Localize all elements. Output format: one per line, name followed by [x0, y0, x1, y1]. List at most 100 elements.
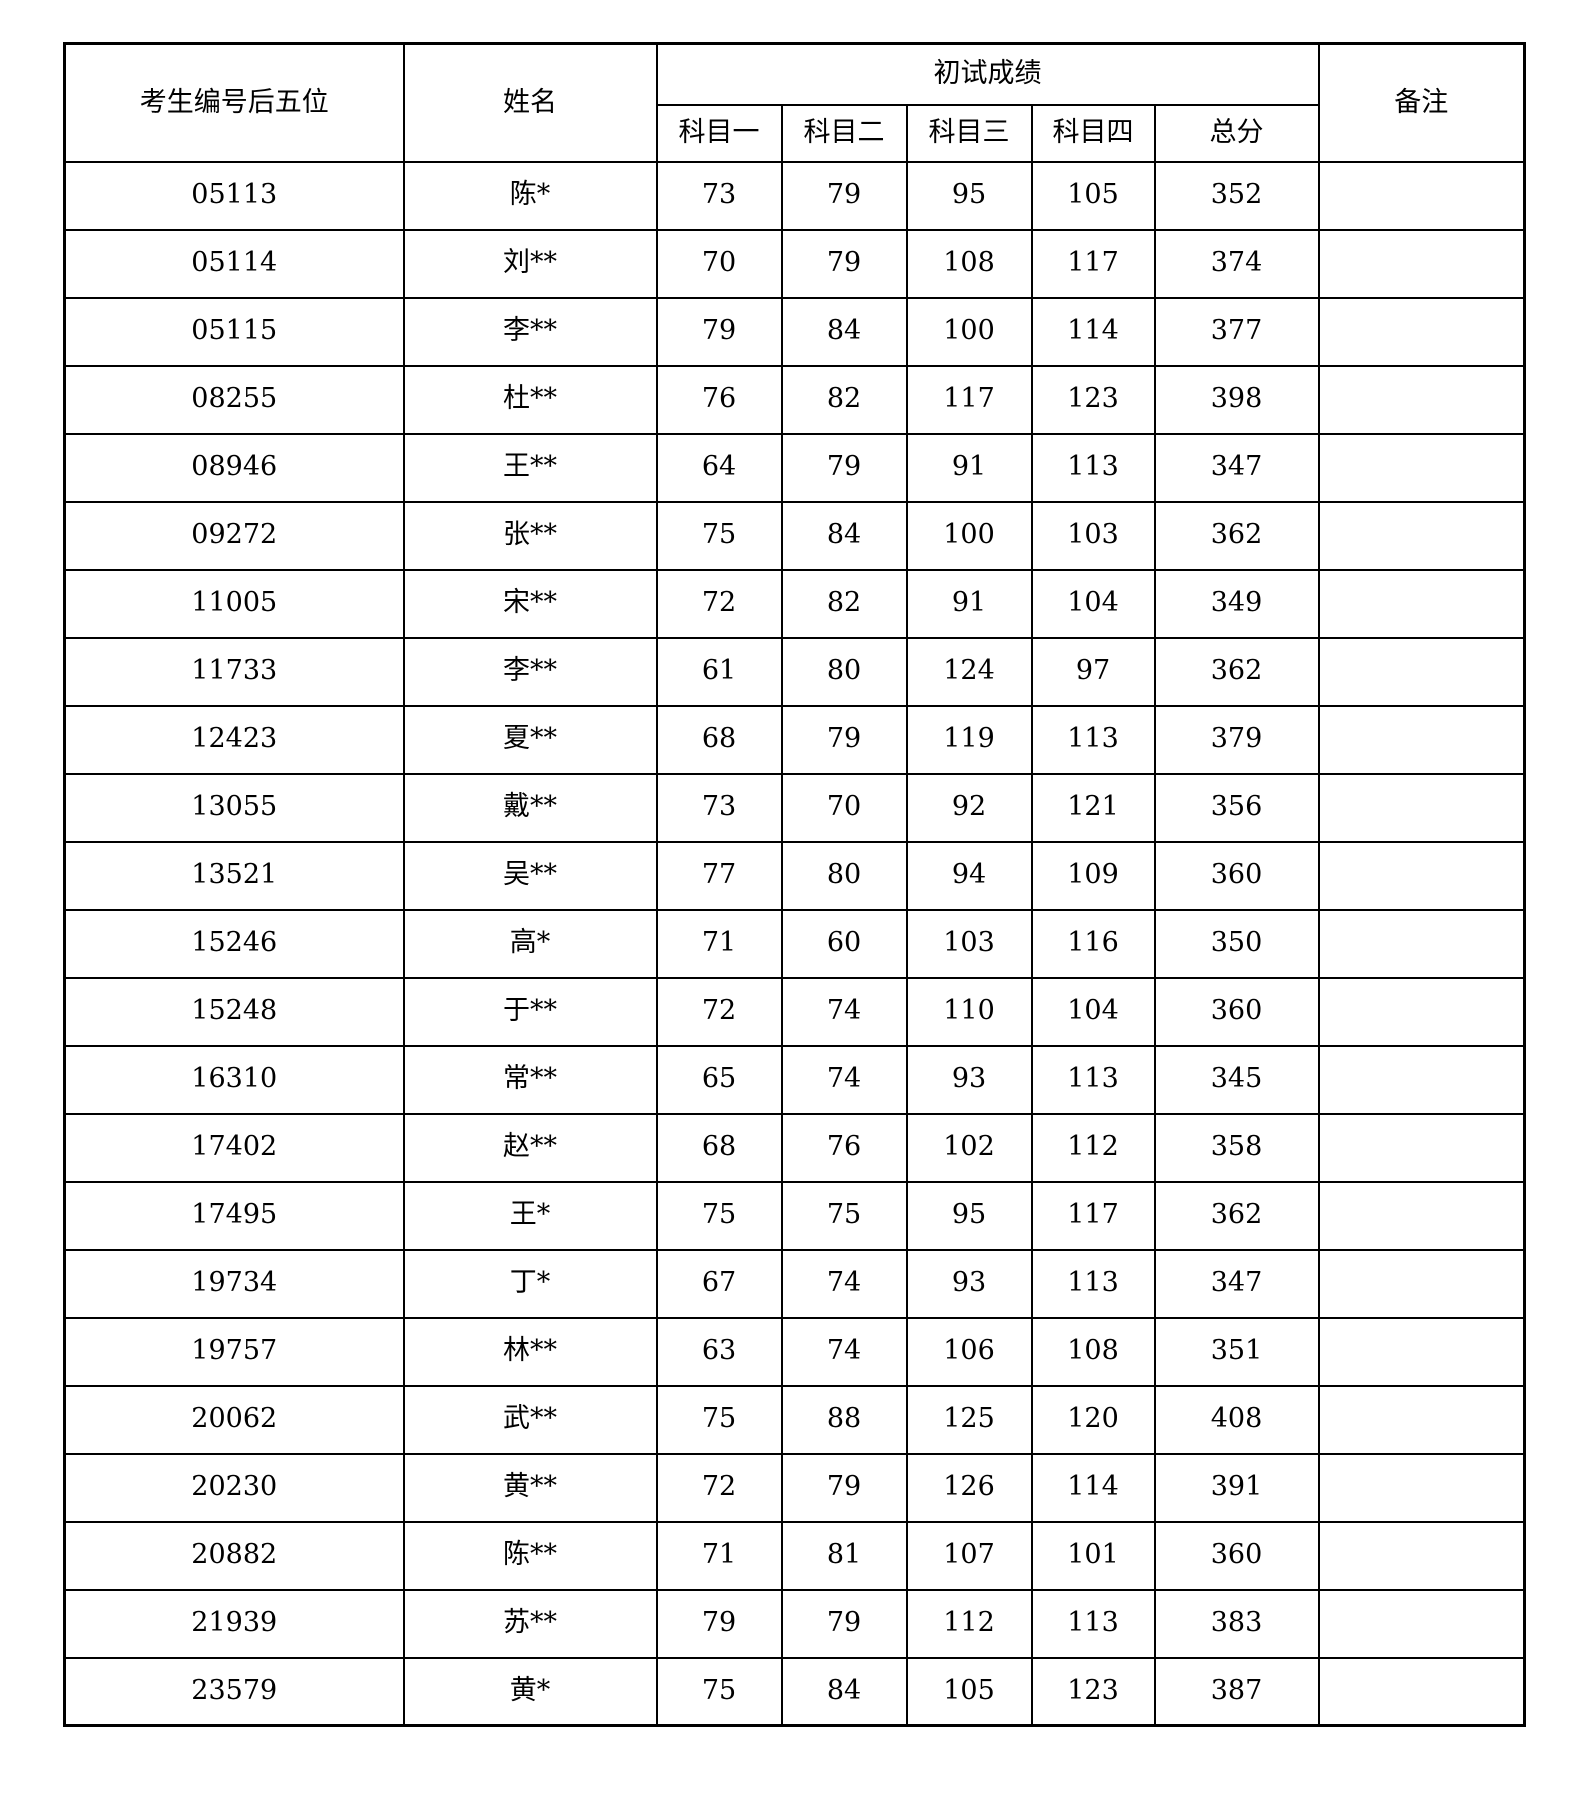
- cell-subject2-score: 70: [780, 772, 908, 843]
- table-row: 13055 戴** 73 70 92 121 356: [63, 772, 1526, 843]
- cell-subject3-score: 126: [905, 1452, 1033, 1523]
- table-row: 08946 王** 64 79 91 113 347: [63, 432, 1526, 503]
- cell-candidate-id: 16310: [63, 1044, 405, 1115]
- cell-name: 宋**: [402, 568, 658, 639]
- cell-total-score: 362: [1153, 636, 1320, 707]
- cell-remark: [1317, 160, 1526, 231]
- cell-subject4-score: 120: [1030, 1384, 1156, 1455]
- cell-subject2-score: 79: [780, 432, 908, 503]
- cell-candidate-id: 09272: [63, 500, 405, 571]
- cell-remark: [1317, 1384, 1526, 1455]
- table-header: 考生编号后五位 姓名 初试成绩 备注 科目一 科目二 科目三 科目四 总分: [63, 42, 1526, 163]
- cell-subject3-score: 93: [905, 1044, 1033, 1115]
- cell-name: 常**: [402, 1044, 658, 1115]
- cell-subject1-score: 68: [655, 704, 783, 775]
- cell-subject1-score: 75: [655, 500, 783, 571]
- cell-candidate-id: 20062: [63, 1384, 405, 1455]
- table-row: 16310 常** 65 74 93 113 345: [63, 1044, 1526, 1115]
- cell-subject4-score: 113: [1030, 704, 1156, 775]
- cell-remark: [1317, 840, 1526, 911]
- cell-name: 戴**: [402, 772, 658, 843]
- cell-remark: [1317, 1520, 1526, 1591]
- cell-name: 武**: [402, 1384, 658, 1455]
- cell-name: 杜**: [402, 364, 658, 435]
- cell-subject1-score: 72: [655, 568, 783, 639]
- cell-subject3-score: 93: [905, 1248, 1033, 1319]
- cell-total-score: 360: [1153, 976, 1320, 1047]
- cell-candidate-id: 19757: [63, 1316, 405, 1387]
- cell-candidate-id: 19734: [63, 1248, 405, 1319]
- cell-subject3-score: 110: [905, 976, 1033, 1047]
- score-table-body: 05113 陈* 73 79 95 105 352 05114 刘** 70 79 108 117 374…: [63, 160, 1526, 1727]
- cell-total-score: 398: [1153, 364, 1320, 435]
- cell-total-score: 374: [1153, 228, 1320, 299]
- header-subject4: 科目四: [1030, 103, 1156, 163]
- cell-subject4-score: 104: [1030, 976, 1156, 1047]
- cell-remark: [1317, 500, 1526, 571]
- cell-subject1-score: 75: [655, 1656, 783, 1727]
- cell-subject3-score: 102: [905, 1112, 1033, 1183]
- cell-subject2-score: 74: [780, 1316, 908, 1387]
- cell-remark: [1317, 1112, 1526, 1183]
- cell-name: 王**: [402, 432, 658, 503]
- cell-subject3-score: 107: [905, 1520, 1033, 1591]
- cell-subject1-score: 75: [655, 1384, 783, 1455]
- cell-subject3-score: 100: [905, 500, 1033, 571]
- cell-candidate-id: 13521: [63, 840, 405, 911]
- table-row: 19757 林** 63 74 106 108 351: [63, 1316, 1526, 1387]
- cell-remark: [1317, 636, 1526, 707]
- cell-subject1-score: 75: [655, 1180, 783, 1251]
- cell-candidate-id: 11005: [63, 568, 405, 639]
- table-row: 12423 夏** 68 79 119 113 379: [63, 704, 1526, 775]
- cell-subject2-score: 74: [780, 1044, 908, 1115]
- table-row: 08255 杜** 76 82 117 123 398: [63, 364, 1526, 435]
- cell-name: 黄*: [402, 1656, 658, 1727]
- header-row-top: 考生编号后五位 姓名 初试成绩 备注: [63, 42, 1526, 163]
- cell-subject1-score: 64: [655, 432, 783, 503]
- cell-total-score: 351: [1153, 1316, 1320, 1387]
- cell-name: 陈**: [402, 1520, 658, 1591]
- cell-subject3-score: 95: [905, 1180, 1033, 1251]
- cell-remark: [1317, 976, 1526, 1047]
- cell-subject4-score: 113: [1030, 1044, 1156, 1115]
- cell-remark: [1317, 772, 1526, 843]
- cell-name: 刘**: [402, 228, 658, 299]
- cell-subject2-score: 60: [780, 908, 908, 979]
- cell-subject2-score: 76: [780, 1112, 908, 1183]
- cell-total-score: 362: [1153, 1180, 1320, 1251]
- cell-subject1-score: 65: [655, 1044, 783, 1115]
- cell-remark: [1317, 1044, 1526, 1115]
- cell-subject4-score: 113: [1030, 1248, 1156, 1319]
- cell-candidate-id: 17402: [63, 1112, 405, 1183]
- cell-remark: [1317, 228, 1526, 299]
- cell-remark: [1317, 568, 1526, 639]
- header-row-sub: 科目一 科目二 科目三 科目四 总分: [65, 103, 1525, 163]
- cell-subject4-score: 113: [1030, 432, 1156, 503]
- cell-subject3-score: 91: [905, 568, 1033, 639]
- cell-subject1-score: 73: [655, 160, 783, 231]
- cell-total-score: 349: [1153, 568, 1320, 639]
- cell-candidate-id: 20882: [63, 1520, 405, 1591]
- cell-total-score: 408: [1153, 1384, 1320, 1455]
- cell-subject2-score: 79: [780, 1588, 908, 1659]
- cell-subject2-score: 80: [780, 636, 908, 707]
- cell-candidate-id: 08946: [63, 432, 405, 503]
- cell-subject1-score: 71: [655, 908, 783, 979]
- cell-subject4-score: 103: [1030, 500, 1156, 571]
- header-score-group: 初试成绩: [655, 42, 1320, 106]
- cell-remark: [1317, 1588, 1526, 1659]
- cell-candidate-id: 15248: [63, 976, 405, 1047]
- cell-subject3-score: 117: [905, 364, 1033, 435]
- header-subject3: 科目三: [905, 103, 1033, 163]
- cell-total-score: 352: [1153, 160, 1320, 231]
- cell-total-score: 345: [1153, 1044, 1320, 1115]
- cell-subject4-score: 105: [1030, 160, 1156, 231]
- cell-subject4-score: 108: [1030, 1316, 1156, 1387]
- cell-remark: [1317, 1248, 1526, 1319]
- cell-subject1-score: 77: [655, 840, 783, 911]
- cell-total-score: 347: [1153, 432, 1320, 503]
- cell-name: 吴**: [402, 840, 658, 911]
- cell-candidate-id: 20230: [63, 1452, 405, 1523]
- cell-name: 陈*: [402, 160, 658, 231]
